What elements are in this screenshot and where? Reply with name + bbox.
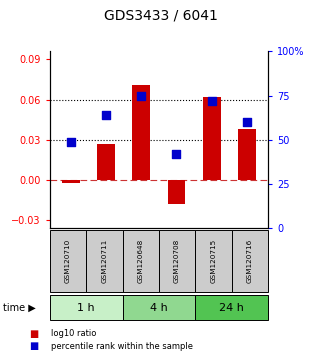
Point [139,93,144,98]
Text: GSM120716: GSM120716 [247,239,253,283]
Bar [168,180,185,204]
Point [244,119,249,125]
Text: log10 ratio: log10 ratio [51,329,97,338]
Text: 1 h: 1 h [77,303,95,313]
Point [209,98,214,104]
Bar [97,144,115,180]
Text: GSM120711: GSM120711 [101,239,107,283]
Text: GSM120648: GSM120648 [138,239,144,283]
Bar [238,129,256,180]
Point [103,112,108,118]
Point [174,151,179,157]
Bar [62,180,80,183]
Text: 4 h: 4 h [150,303,168,313]
Text: GSM120715: GSM120715 [211,239,216,283]
Text: time ▶: time ▶ [3,303,36,313]
Point [68,139,74,144]
Bar [203,97,221,180]
Text: GDS3433 / 6041: GDS3433 / 6041 [104,9,217,23]
Text: ■: ■ [29,341,38,351]
Text: GSM120710: GSM120710 [65,239,71,283]
Text: ■: ■ [29,329,38,339]
Text: GSM120708: GSM120708 [174,239,180,283]
Bar [133,85,150,180]
Text: percentile rank within the sample: percentile rank within the sample [51,342,193,351]
Text: 24 h: 24 h [219,303,244,313]
